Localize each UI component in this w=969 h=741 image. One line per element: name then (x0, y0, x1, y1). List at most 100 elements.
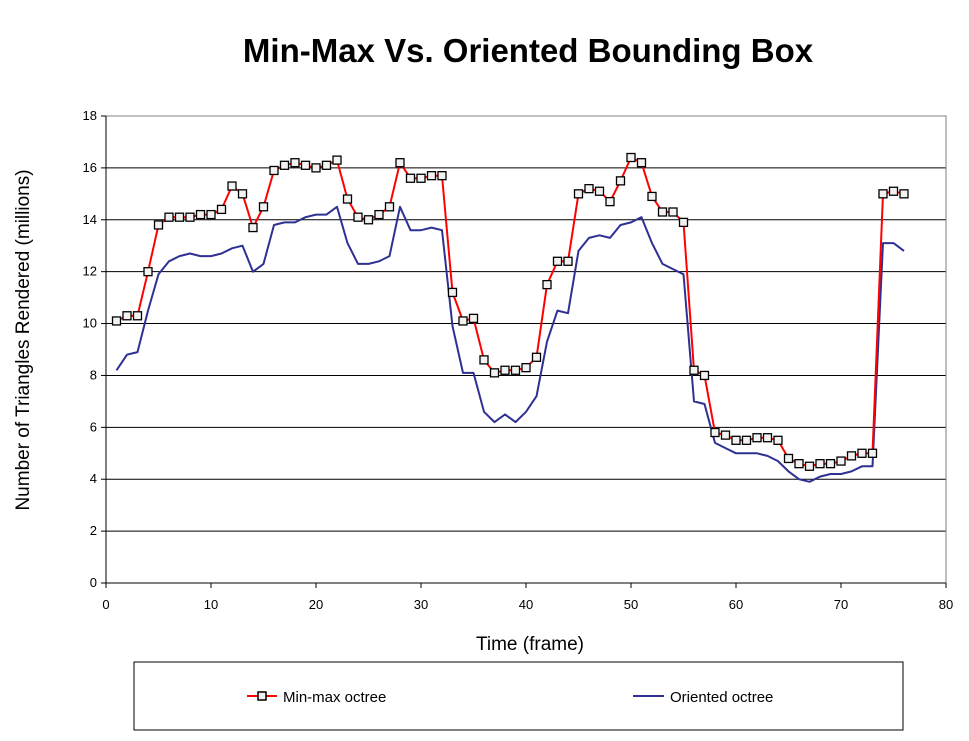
y-tick-label: 2 (90, 523, 97, 538)
data-point (699, 370, 710, 381)
data-point (741, 435, 752, 445)
legend-marker-min-max (257, 691, 267, 701)
series-line-oriented-octree (115, 205, 905, 483)
data-point (815, 459, 825, 469)
data-point (279, 160, 290, 170)
data-point (164, 212, 174, 222)
data-point (458, 316, 468, 326)
data-point (794, 459, 804, 469)
series-min-max-octree (111, 152, 909, 471)
data-point (846, 451, 857, 461)
y-tick-label: 14 (83, 212, 97, 227)
y-tick-label: 4 (90, 471, 97, 486)
data-point (447, 287, 458, 298)
data-point (374, 209, 384, 220)
data-point (531, 352, 542, 362)
data-point (248, 222, 258, 233)
data-point (552, 256, 563, 266)
data-point (762, 433, 773, 443)
data-point (321, 160, 332, 170)
data-point (584, 183, 594, 194)
y-tick-label: 0 (90, 575, 97, 590)
data-point (206, 209, 216, 220)
data-point (783, 453, 794, 464)
data-point (311, 163, 321, 173)
y-tick-label: 6 (90, 419, 97, 434)
data-point (342, 194, 353, 204)
y-axis-label: Number of Triangles Rendered (millions) (13, 169, 34, 510)
data-point (153, 220, 164, 230)
data-point (678, 217, 689, 228)
data-point (605, 196, 615, 207)
data-point (216, 204, 227, 215)
data-point (111, 316, 122, 326)
data-point (122, 311, 132, 321)
data-point (647, 191, 657, 202)
data-point (636, 158, 647, 168)
data-point (437, 171, 447, 181)
data-point (489, 368, 500, 378)
chart-title: Min-Max Vs. Oriented Bounding Box (243, 32, 814, 69)
data-point (269, 165, 279, 176)
x-tick-label: 30 (414, 597, 428, 612)
data-point (710, 427, 720, 438)
x-tick-label: 20 (309, 597, 323, 612)
x-tick-label: 70 (834, 597, 848, 612)
data-point (720, 430, 731, 440)
data-point (300, 160, 311, 170)
data-point (867, 448, 878, 458)
data-point (195, 209, 206, 220)
y-axis: 0 2 4 6 8 10 12 14 16 18 (83, 108, 107, 590)
data-point (752, 433, 762, 443)
data-point (563, 256, 573, 266)
data-point (521, 363, 531, 373)
data-point (479, 355, 489, 365)
data-point (227, 181, 237, 191)
x-tick-label: 50 (624, 597, 638, 612)
x-axis-label: Time (frame) (476, 634, 584, 655)
x-tick-label: 0 (102, 597, 109, 612)
x-tick-label: 10 (204, 597, 218, 612)
x-tick-label: 40 (519, 597, 533, 612)
data-point (405, 173, 416, 183)
data-point (825, 459, 836, 469)
data-point (468, 313, 479, 324)
data-point (573, 189, 584, 199)
data-point (185, 212, 195, 222)
data-point (542, 279, 552, 290)
data-point (416, 173, 426, 183)
y-tick-label: 12 (83, 264, 97, 279)
data-point (773, 435, 783, 445)
data-point (353, 212, 363, 222)
x-tick-label: 60 (729, 597, 743, 612)
data-point (500, 365, 510, 375)
y-tick-label: 10 (83, 316, 97, 331)
data-point (395, 158, 405, 168)
series-layer (111, 152, 909, 483)
data-point (143, 267, 153, 277)
data-point (731, 435, 741, 445)
legend-label-min-max: Min-max octree (283, 689, 386, 706)
gridlines (106, 167, 946, 532)
data-point (615, 176, 626, 186)
data-point (332, 155, 342, 165)
y-tick-label: 18 (83, 108, 97, 123)
legend: Min-max octree Oriented octree (133, 661, 904, 731)
data-point (857, 448, 867, 458)
data-point (237, 189, 248, 199)
data-point (689, 365, 699, 375)
data-point (804, 461, 815, 471)
data-point (836, 456, 846, 466)
legend-label-oriented: Oriented octree (670, 689, 773, 706)
data-point (657, 207, 668, 217)
data-point (363, 215, 374, 225)
data-point (132, 311, 143, 321)
data-point (426, 171, 437, 181)
data-point (258, 202, 269, 212)
y-tick-label: 16 (83, 160, 97, 175)
data-point (174, 212, 185, 222)
data-point (290, 158, 300, 168)
series-line-min-max-octree (116, 156, 905, 468)
data-point (878, 189, 888, 199)
